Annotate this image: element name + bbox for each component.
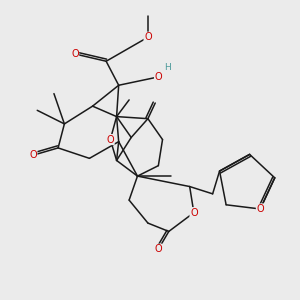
Text: O: O: [154, 72, 162, 82]
Text: O: O: [190, 208, 198, 218]
Text: O: O: [144, 32, 152, 42]
Text: O: O: [256, 204, 264, 214]
Text: H: H: [164, 63, 171, 72]
Text: O: O: [154, 244, 162, 254]
Text: O: O: [71, 49, 79, 59]
Text: O: O: [29, 150, 37, 160]
Text: O: O: [106, 135, 114, 145]
